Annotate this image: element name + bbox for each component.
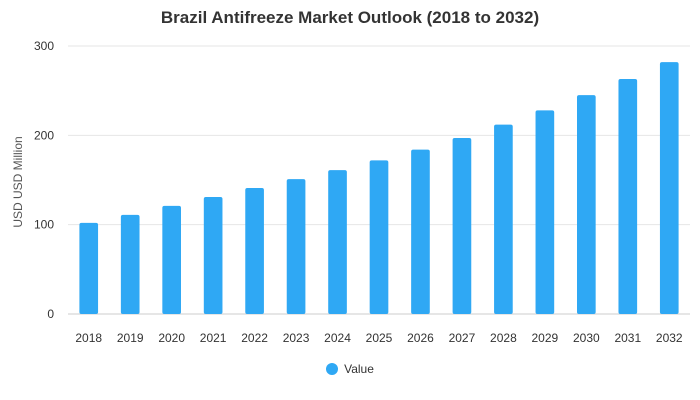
bar-2029[interactable] [535,110,555,314]
y-tick-label: 300 [34,39,54,53]
bar-2019[interactable] [120,214,140,314]
bar-2025[interactable] [369,160,389,314]
bar-2028[interactable] [494,124,513,314]
x-axis: 2018 2019 2020 2021 2022 2023 2024 2025 2026 2027… [75,331,683,345]
bar-2021[interactable] [203,196,223,314]
x-tick-label: 2023 [283,331,310,345]
bar-2027[interactable] [452,138,472,314]
bar-2020[interactable] [162,205,181,314]
y-tick-label: 100 [34,218,54,232]
legend-label-value: Value [344,362,374,376]
x-tick-label: 2032 [656,331,683,345]
x-tick-label: 2018 [75,331,102,345]
bar-2022[interactable] [245,188,264,314]
y-axis: 0 100 200 300 [34,39,54,321]
bars [79,62,679,314]
x-tick-label: 2024 [324,331,351,345]
x-tick-label: 2025 [366,331,393,345]
bar-2030[interactable] [577,95,596,314]
x-tick-label: 2028 [490,331,517,345]
bar-2026[interactable] [411,149,430,314]
x-tick-label: 2026 [407,331,434,345]
bar-2032[interactable] [659,62,679,314]
y-axis-title: USD USD Million [11,136,25,227]
x-tick-label: 2022 [241,331,268,345]
legend: Value [0,362,700,376]
y-tick-label: 200 [34,128,54,142]
x-tick-label: 2021 [200,331,227,345]
bar-2024[interactable] [328,170,347,314]
bar-2031[interactable] [618,79,638,314]
chart-title: Brazil Antifreeze Market Outlook (2018 t… [160,8,540,27]
x-tick-label: 2031 [614,331,641,345]
bar-2023[interactable] [286,179,306,314]
x-tick-label: 2020 [158,331,185,345]
y-tick-label: 0 [47,307,54,321]
x-tick-label: 2029 [532,331,559,345]
x-tick-label: 2027 [449,331,476,345]
x-tick-label: 2019 [117,331,144,345]
bar-2018[interactable] [79,222,99,314]
x-tick-label: 2030 [573,331,600,345]
legend-swatch [326,363,339,375]
